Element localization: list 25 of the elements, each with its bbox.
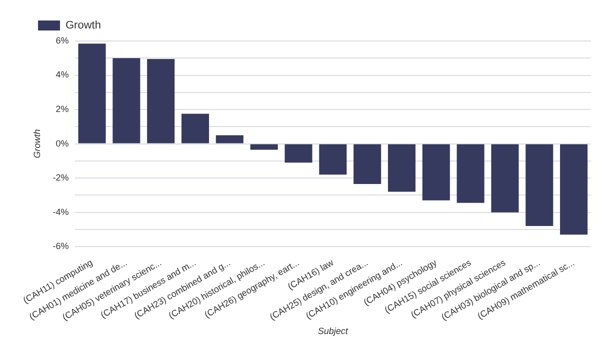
bar (319, 144, 347, 175)
bar (112, 58, 140, 144)
bar (181, 114, 210, 144)
bar (250, 144, 278, 150)
bar (526, 144, 554, 226)
y-axis-title: Growth (32, 129, 42, 158)
legend-label: Growth (66, 20, 101, 32)
bar (284, 144, 312, 163)
bar (147, 58, 175, 144)
bar (422, 144, 450, 200)
y-tick-label: 0% (56, 138, 69, 148)
bar (78, 44, 106, 144)
y-tick-label: 2% (56, 104, 69, 114)
y-tick-label: -6% (52, 241, 69, 252)
x-axis-title: Subject (318, 326, 348, 336)
y-tick-label: 4% (56, 70, 69, 80)
bar (491, 144, 519, 212)
bar (456, 144, 484, 203)
bar (216, 135, 244, 144)
bar (560, 144, 588, 235)
y-tick-label: -4% (52, 206, 69, 217)
bar (354, 144, 382, 184)
y-tick-label: 6% (56, 35, 69, 46)
y-tick-label: -2% (52, 172, 69, 183)
bar (388, 144, 416, 192)
